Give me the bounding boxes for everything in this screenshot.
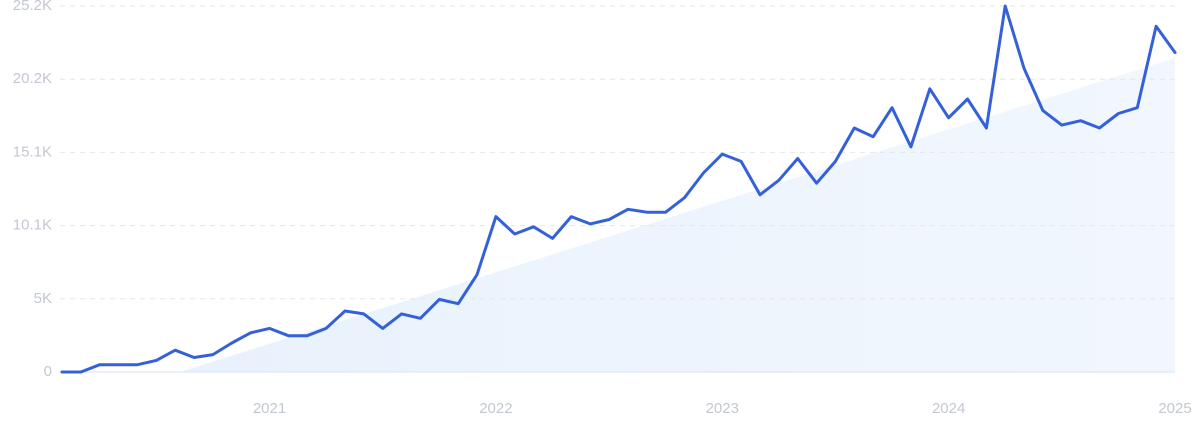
- x-tick-label: 2025: [1158, 400, 1191, 417]
- y-tick-label: 10.1K: [13, 217, 52, 234]
- x-tick-label: 2022: [479, 400, 512, 417]
- y-tick-label: 0: [44, 363, 52, 380]
- trend-area: [180, 58, 1175, 372]
- x-tick-label: 2023: [706, 400, 739, 417]
- x-tick-label: 2021: [253, 400, 286, 417]
- data-line: [60, 4, 1177, 374]
- y-tick-label: 25.2K: [13, 0, 52, 14]
- y-tick-label: 15.1K: [13, 143, 52, 160]
- x-tick-label: 2024: [932, 400, 965, 417]
- y-tick-label: 5K: [34, 290, 52, 307]
- y-tick-label: 20.2K: [13, 70, 52, 87]
